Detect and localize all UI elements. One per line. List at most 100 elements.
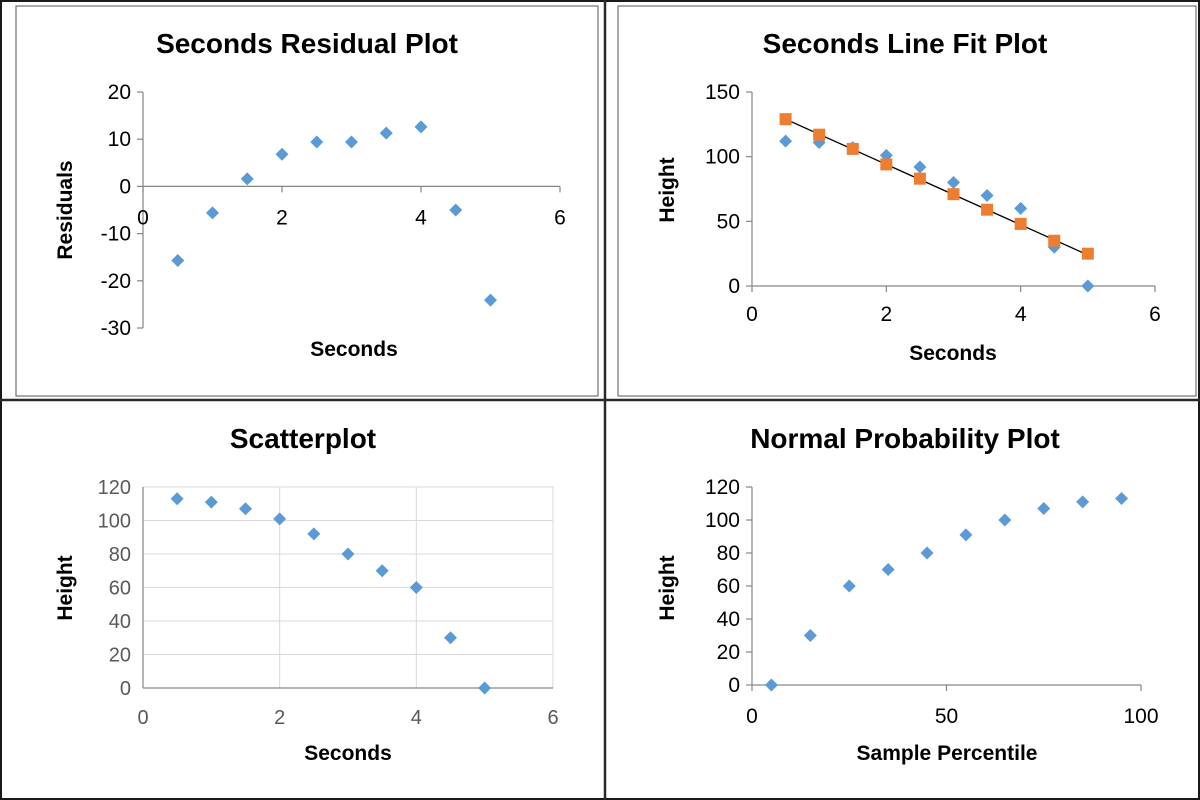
residual-chart-frame — [15, 5, 599, 397]
linefit-y-tick-label: 100 — [705, 146, 740, 169]
scatter-x-tick-label: 4 — [411, 707, 422, 729]
linefit-x-tick-label: 6 — [1149, 303, 1161, 326]
scatter-series0-point — [409, 581, 423, 594]
linefit-series1-point — [1081, 247, 1094, 260]
scatter-y-tick-label: 40 — [109, 611, 131, 633]
linefit-series1-point — [1048, 234, 1061, 247]
residual-series0-point — [171, 254, 185, 268]
linefit-series1-point — [1014, 217, 1027, 230]
scatter-chart-title: Scatterplot — [230, 423, 376, 454]
scatter-series0-point — [375, 564, 389, 578]
linefit-y-tick-label: 0 — [728, 275, 740, 298]
normal-series0-point — [803, 629, 817, 642]
linefit-series1-point — [813, 128, 826, 141]
linefit-axes: 0 50 100 150 0 2 4 6 — [705, 81, 1161, 326]
normal-y-tick-label: 20 — [717, 641, 740, 664]
normal-x-tick-label: 100 — [1123, 705, 1158, 728]
residual-x-tick-label: 4 — [415, 206, 427, 229]
linefit-points — [779, 113, 1095, 293]
normal-series0-point — [1037, 501, 1051, 515]
normal-x-tick-label: 0 — [746, 705, 758, 728]
scatter-x-axis-title: Seconds — [304, 742, 392, 765]
normal-series0-point — [920, 546, 934, 560]
residual-points — [171, 120, 497, 307]
linefit-series1-point — [947, 188, 960, 201]
normal-series0-point — [764, 678, 778, 692]
residual-series0-point — [449, 203, 463, 217]
linefit-series0-point — [913, 160, 927, 174]
linefit-series1-point — [913, 172, 926, 185]
linefit-series1-point — [846, 142, 859, 155]
residual-x-tick-label: 2 — [276, 206, 288, 229]
scatter-series0-point — [170, 492, 184, 506]
normal-x-axis-title: Sample Percentile — [857, 742, 1038, 765]
residual-chart-title: Seconds Residual Plot — [156, 28, 458, 59]
residual-y-tick-label: -30 — [101, 317, 131, 340]
normal-y-tick-label: 80 — [717, 542, 740, 565]
normal-series0-point — [1076, 495, 1090, 509]
normal-chart-title: Normal Probability Plot — [750, 423, 1060, 454]
normal-series0-point — [1115, 492, 1129, 506]
linefit-y-tick-label: 150 — [705, 81, 740, 104]
scatter-series0-point — [478, 681, 492, 695]
linefit-series1-point — [880, 158, 893, 171]
scatter-series0-point — [307, 527, 321, 541]
residual-series0-point — [206, 206, 219, 220]
scatter-y-tick-label: 20 — [109, 645, 131, 667]
scatter-points — [170, 492, 492, 695]
linefit-y-tick-label: 50 — [717, 210, 740, 233]
residual-x-axis-title: Seconds — [310, 338, 398, 361]
residual-series0-point — [275, 147, 289, 161]
linefit-series1-point — [981, 203, 994, 216]
linefit-series0-point — [980, 188, 994, 202]
linefit-chart-title: Seconds Line Fit Plot — [763, 28, 1048, 59]
residual-axes: -30 -20 -10 0 10 20 0 2 4 6 — [101, 81, 566, 340]
residual-y-tick-label: 20 — [108, 81, 131, 104]
scatter-y-tick-label: 60 — [109, 578, 131, 600]
linefit-series0-point — [947, 176, 960, 190]
linefit-chart-frame — [617, 5, 1197, 397]
residual-y-tick-label: 0 — [119, 175, 131, 198]
residual-series0-point — [484, 293, 497, 307]
normal-y-tick-label: 0 — [728, 674, 740, 697]
normal-series0-point — [842, 579, 856, 593]
residual-series0-point — [379, 126, 393, 140]
scatter-y-tick-label: 120 — [98, 477, 131, 499]
scatter-series0-point — [273, 512, 287, 526]
normal-series0-point — [881, 563, 895, 576]
residual-series0-point — [345, 135, 358, 149]
residual-x-tick-label: 6 — [554, 206, 566, 229]
residual-x-tick-label: 0 — [137, 206, 149, 229]
linefit-series0-point — [1081, 279, 1095, 293]
linefit-chart: Seconds Line Fit Plot Seconds Height 0 50… — [656, 28, 1161, 365]
linefit-series0-point — [1014, 201, 1028, 215]
normal-chart: Normal Probability Plot Sample Percentil… — [656, 423, 1159, 765]
linefit-x-tick-label: 2 — [880, 303, 892, 326]
scatter-x-tick-label: 6 — [547, 707, 558, 729]
normal-axes: 0 20 40 60 80 100 120 0 50 100 — [705, 476, 1159, 728]
linefit-series0-point — [779, 134, 793, 148]
linefit-trendline — [785, 118, 1089, 256]
normal-y-tick-label: 120 — [705, 476, 740, 499]
normal-y-tick-label: 40 — [717, 608, 740, 631]
residual-y-tick-label: -20 — [101, 270, 131, 293]
residual-series0-point — [240, 172, 254, 186]
residual-series0-point — [310, 135, 324, 149]
linefit-series1-point — [779, 113, 792, 126]
linefit-x-tick-label: 4 — [1015, 303, 1027, 326]
linefit-x-axis-title: Seconds — [909, 342, 997, 365]
linefit-x-tick-label: 0 — [746, 303, 758, 326]
normal-points — [764, 492, 1129, 692]
scatter-x-tick-label: 2 — [274, 707, 285, 729]
residual-y-tick-label: -10 — [101, 223, 131, 246]
residual-series0-point — [414, 120, 428, 134]
scatter-y-axis-title: Height — [54, 555, 77, 620]
scatter-y-tick-label: 80 — [109, 544, 131, 566]
residual-chart: Seconds Residual Plot Seconds Residuals … — [54, 28, 566, 361]
normal-y-tick-label: 60 — [717, 575, 740, 598]
normal-x-tick-label: 50 — [935, 705, 958, 728]
scatter-series0-point — [444, 631, 457, 645]
normal-series0-point — [998, 513, 1012, 527]
normal-y-tick-label: 100 — [705, 509, 740, 532]
